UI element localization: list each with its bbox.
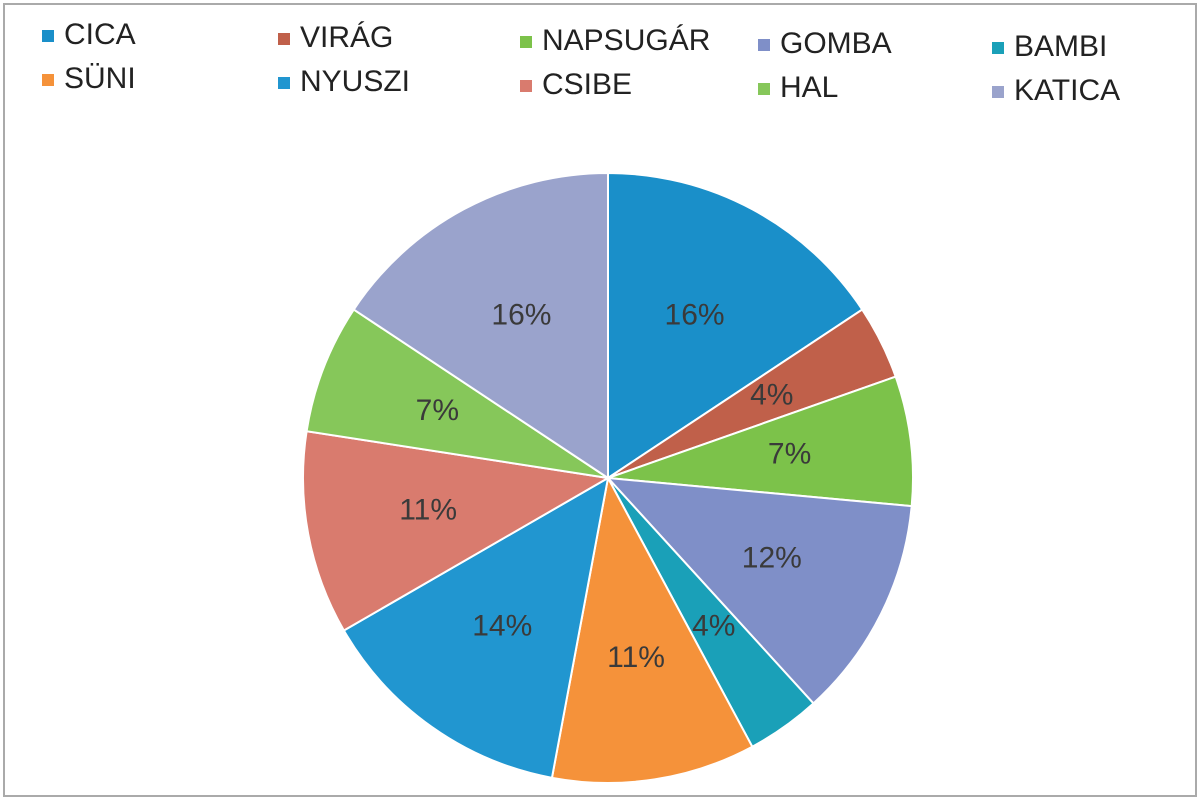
legend-label: NYUSZI — [300, 65, 410, 98]
pie-slice — [550, 475, 754, 784]
legend-label: HAL — [780, 71, 838, 104]
pie-slice — [305, 308, 609, 479]
pie-slice — [607, 171, 864, 480]
legend-swatch — [520, 36, 532, 48]
pie-slice — [342, 476, 610, 779]
data-label: 14% — [472, 609, 532, 642]
data-label: 4% — [692, 609, 735, 642]
legend-label: CSIBE — [542, 68, 632, 101]
legend-label: KATICA — [1014, 74, 1120, 107]
pie-slice — [302, 430, 611, 632]
legend-swatch — [42, 74, 54, 86]
pie-slice — [607, 375, 914, 508]
data-label: 16% — [665, 299, 725, 332]
legend-swatch — [758, 39, 770, 51]
legend-label: VIRÁG — [300, 21, 393, 54]
legend-swatch — [278, 33, 290, 45]
data-label: 12% — [742, 541, 802, 574]
legend-swatch — [42, 30, 54, 42]
legend-label: GOMBA — [780, 27, 892, 60]
legend-swatch — [758, 83, 770, 95]
data-label: 7% — [416, 394, 459, 427]
data-label: 11% — [399, 494, 457, 527]
legend-swatch — [992, 86, 1004, 98]
legend-swatch — [992, 42, 1004, 54]
pie-slice — [605, 476, 913, 705]
data-label: 11% — [607, 641, 665, 674]
data-label: 7% — [768, 437, 811, 470]
data-label: 4% — [750, 378, 793, 411]
legend-label: SÜNI — [64, 62, 136, 95]
legend-swatch — [520, 80, 532, 92]
legend-label: CICA — [64, 18, 136, 51]
legend-label: NAPSUGÁR — [542, 24, 710, 57]
legend-label: BAMBI — [1014, 30, 1107, 63]
pie-slice — [352, 171, 609, 480]
legend-swatch — [278, 77, 290, 89]
data-label: 16% — [491, 299, 551, 332]
